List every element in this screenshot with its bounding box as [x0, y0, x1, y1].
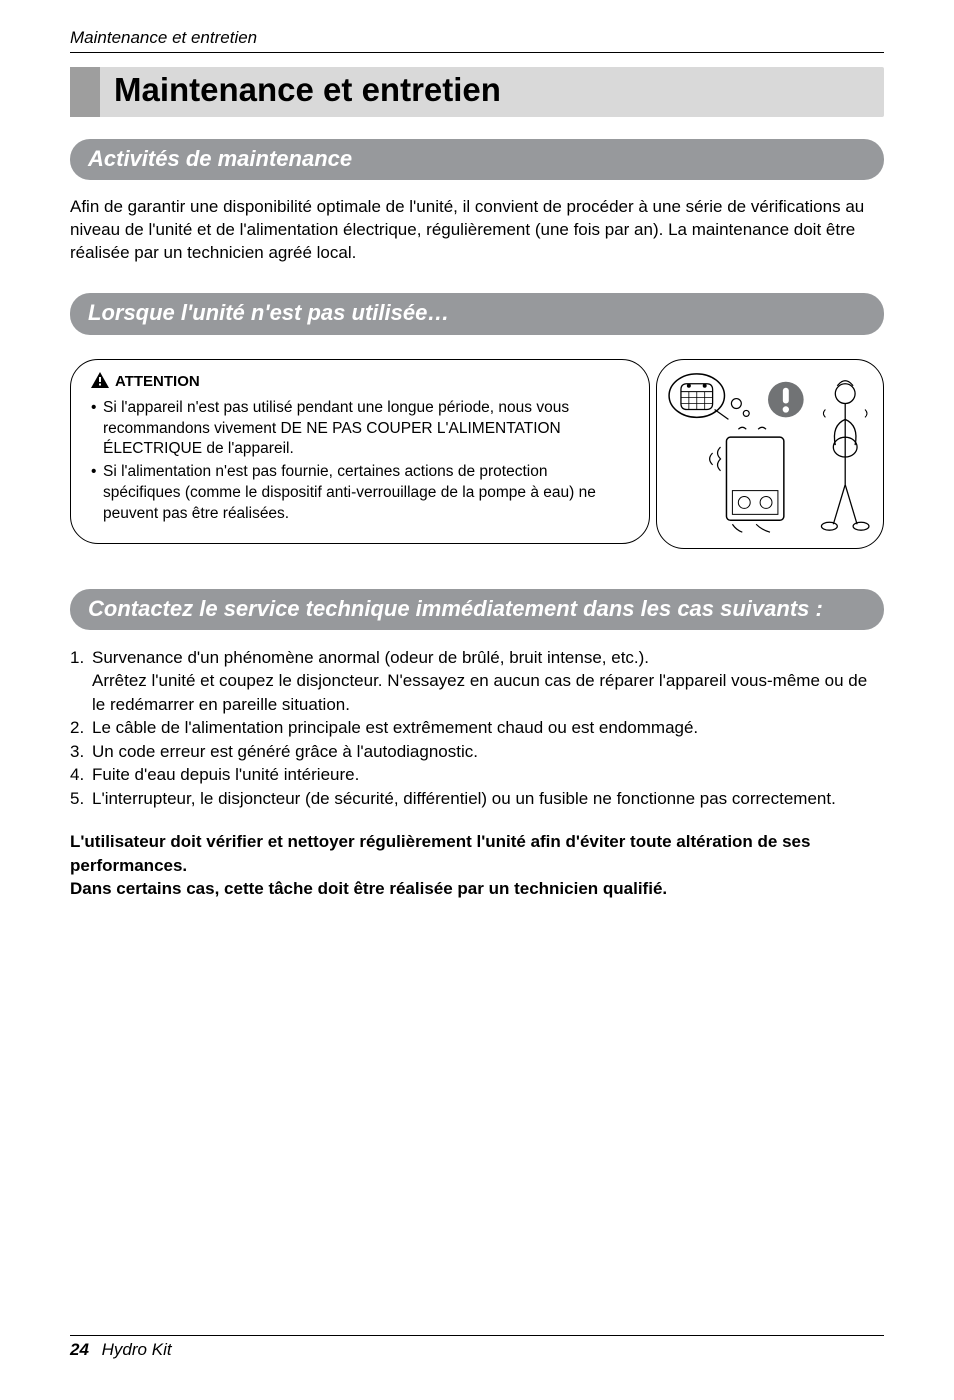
illustration-box [656, 359, 884, 549]
warning-triangle-icon [91, 372, 109, 392]
section-heading-activities: Activités de maintenance [70, 139, 884, 180]
list-item: 3. Un code erreur est généré grâce à l'a… [70, 740, 884, 763]
list-text: Survenance d'un phénomène anormal (odeur… [92, 646, 649, 669]
exclamation-circle-icon [768, 381, 804, 417]
page-footer: 24 Hydro Kit [70, 1335, 884, 1360]
list-item: 2. Le câble de l'alimentation principale… [70, 716, 884, 739]
title-accent-block [70, 67, 100, 117]
attention-bullet: • Si l'alimentation n'est pas fournie, c… [91, 462, 629, 525]
bullet-dot-icon: • [91, 398, 103, 461]
page-number: 24 [70, 1340, 89, 1359]
list-text: Fuite d'eau depuis l'unité intérieure. [92, 763, 359, 786]
list-number: 1. [70, 646, 92, 669]
list-item: 1. Survenance d'un phénomène anormal (od… [70, 646, 884, 669]
closing-line-1: L'utilisateur doit vérifier et nettoyer … [70, 830, 884, 877]
bubbles-icon [731, 398, 749, 416]
closing-note: L'utilisateur doit vérifier et nettoyer … [70, 830, 884, 900]
attention-heading: ATTENTION [91, 372, 629, 392]
list-number: 2. [70, 716, 92, 739]
person-cold-icon [821, 380, 868, 529]
numbered-list: 1. Survenance d'un phénomène anormal (od… [70, 646, 884, 810]
running-head: Maintenance et entretien [70, 28, 884, 53]
section-heading-contact: Contactez le service technique immédiate… [70, 589, 884, 630]
section1-body: Afin de garantir une disponibilité optim… [70, 196, 884, 265]
list-continuation: Arrêtez l'unité et coupez le disjoncteur… [70, 669, 884, 716]
attention-text: Si l'alimentation n'est pas fournie, cer… [103, 462, 629, 525]
main-title-bar: Maintenance et entretien [70, 67, 884, 117]
list-item: 4. Fuite d'eau depuis l'unité intérieure… [70, 763, 884, 786]
attention-list: • Si l'appareil n'est pas utilisé pendan… [91, 398, 629, 526]
attention-bullet: • Si l'appareil n'est pas utilisé pendan… [91, 398, 629, 461]
attention-callout: ATTENTION • Si l'appareil n'est pas util… [70, 359, 650, 545]
attention-text: Si l'appareil n'est pas utilisé pendant … [103, 398, 629, 461]
bullet-dot-icon: • [91, 462, 103, 525]
list-number: 3. [70, 740, 92, 763]
list-text: Un code erreur est généré grâce à l'auto… [92, 740, 478, 763]
page-title: Maintenance et entretien [100, 67, 515, 117]
section-heading-unused: Lorsque l'unité n'est pas utilisée… [70, 293, 884, 334]
product-name: Hydro Kit [102, 1340, 172, 1359]
list-text: Le câble de l'alimentation principale es… [92, 716, 698, 739]
indoor-unit-icon [710, 427, 784, 532]
list-number: 5. [70, 787, 92, 810]
list-number: 4. [70, 763, 92, 786]
closing-line-2: Dans certains cas, cette tâche doit être… [70, 877, 884, 900]
list-text: L'interrupteur, le disjoncteur (de sécur… [92, 787, 836, 810]
calendar-icon [669, 373, 728, 419]
list-item: 5. L'interrupteur, le disjoncteur (de sé… [70, 787, 884, 810]
attention-label: ATTENTION [115, 373, 200, 390]
